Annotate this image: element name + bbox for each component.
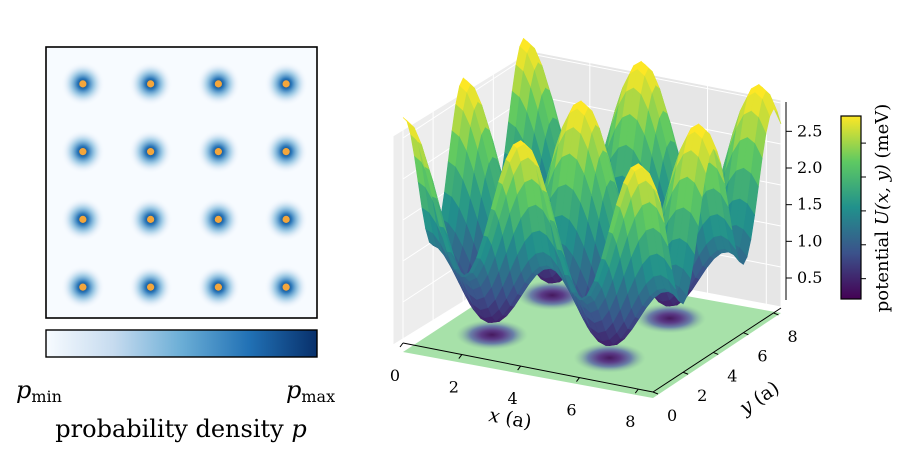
lattice-site-marker [214,148,222,156]
y-axis-label: y (a) [735,377,784,420]
floor-well [633,303,706,334]
lattice-site-marker [214,283,222,291]
potential-colorbar [840,115,862,300]
y-tick-label: 6 [757,347,767,366]
y-tick-label: 2 [697,386,707,405]
x-tick-mark [399,342,404,348]
lattice-site-marker [79,148,87,156]
potential-colorbar-ticks [861,142,866,280]
potential-colorbar-label: potential U(x, y) (meV) [872,104,893,313]
x-ticks: 0 2 4 6 8 [390,342,639,431]
y-ticks: 0 2 4 6 8 [652,312,798,425]
lattice-site-marker [214,215,222,223]
density-map-frame [45,46,318,319]
x-tick-mark [458,354,463,359]
lattice-site-marker [282,215,290,223]
x-tick-label: 0 [390,366,400,385]
x-axis-label: x (a) [487,404,533,433]
surface-patch [645,170,658,192]
lattice-sites [79,80,290,291]
lattice-site-marker [282,148,290,156]
lattice-site-marker [79,80,87,88]
floor-well [573,342,646,373]
lattice-site-marker [147,148,155,156]
x-tick-label: 4 [508,389,518,408]
lattice-site-marker [214,80,222,88]
y-tick-mark [773,312,779,316]
z-tick-label: 1.0 [797,231,822,250]
z-tick-label: 1.5 [797,195,822,214]
lattice-site-marker [282,80,290,88]
x-tick-mark [634,388,639,394]
lattice-site-marker [147,80,155,88]
probability-density-panel: pmin pmax probability density p [16,46,335,443]
z-ticks: 0.5 1.0 1.5 2.0 2.5 [786,121,822,287]
x-tick-label: 2 [449,378,459,397]
lattice-site-marker [79,283,87,291]
z-tick-label: 2.5 [797,121,822,140]
floor-well [455,319,528,350]
lattice-site-marker [282,283,290,291]
x-tick-label: 8 [625,412,635,431]
y-tick-mark [743,332,749,336]
z-tick-label: 2.0 [797,158,822,177]
x-tick-mark [576,377,580,382]
y-tick-label: 8 [787,327,797,346]
colorbar-min-label: pmin [16,376,62,406]
y-tick-mark [652,391,659,395]
z-tick-label: 0.5 [797,268,822,287]
y-tick-label: 4 [727,366,737,385]
y-tick-label: 0 [667,406,677,425]
x-tick-mark [517,365,522,371]
lattice-site-marker [147,215,155,223]
x-axis-line [402,342,654,393]
lattice-site-marker [147,283,155,291]
lattice-site-marker [79,215,87,223]
x-tick-label: 6 [566,401,576,420]
y-tick-mark [713,352,719,355]
density-colorbar [45,329,318,358]
y-tick-mark [682,371,689,375]
potential-surface [402,37,782,346]
colorbar-title: probability density p [55,415,306,443]
y-axis-line [652,307,782,393]
density-blobs [60,61,309,310]
colorbar-max-label: pmax [286,376,335,406]
